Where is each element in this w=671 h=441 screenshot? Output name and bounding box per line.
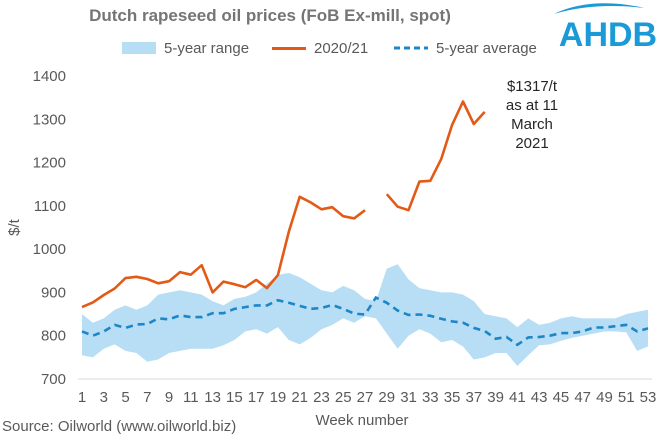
y-axis-title: $/t: [6, 218, 23, 236]
x-tick-label: 19: [270, 389, 287, 406]
y-tick-label: 800: [41, 328, 66, 345]
y-tick-label: 900: [41, 284, 66, 301]
x-tick-label: 47: [574, 389, 591, 406]
x-tick-label: 49: [596, 389, 613, 406]
legend-label-range: 5-year range: [164, 39, 250, 57]
x-tick-label: 13: [204, 389, 221, 406]
y-tick-label: 1100: [34, 198, 66, 215]
legend-swatch-range: [122, 42, 156, 54]
x-tick-label: 25: [335, 389, 352, 406]
legend-label-average: 5-year average: [436, 39, 537, 57]
legend-item-2020-21: 2020/21: [272, 37, 368, 59]
x-tick-label: 43: [531, 389, 548, 406]
x-tick-label: 5: [121, 389, 129, 406]
x-tick-label: 53: [640, 389, 657, 406]
legend-item-range: 5-year range: [122, 37, 249, 59]
x-tick-label: 35: [444, 389, 461, 406]
y-tick-label: 1400: [33, 68, 66, 85]
series-range-band: [82, 264, 648, 366]
x-tick-label: 7: [143, 389, 151, 406]
x-tick-label: 39: [487, 389, 504, 406]
y-tick-label: 1200: [33, 155, 66, 172]
x-tick-label: 11: [183, 389, 199, 406]
x-tick-label: 21: [291, 389, 308, 406]
x-tick-label: 45: [553, 389, 570, 406]
x-tick-label: 17: [248, 389, 265, 406]
logo-swoosh-icon: [554, 3, 644, 14]
x-tick-label: 29: [378, 389, 395, 406]
x-tick-label: 1: [78, 389, 86, 406]
x-tick-label: 51: [618, 389, 635, 406]
price-annotation: $1317/t as at 11 March 2021: [506, 78, 558, 152]
x-tick-label: 27: [357, 389, 374, 406]
annotation-line: as at 11: [506, 97, 558, 114]
legend-item-average: 5-year average: [394, 37, 537, 59]
x-tick-label: 3: [100, 389, 108, 406]
y-tick-label: 1000: [33, 241, 66, 258]
annotation-line: $1317/t: [507, 78, 558, 95]
x-tick-label: 33: [422, 389, 439, 406]
y-tick-label: 1300: [33, 111, 66, 128]
x-tick-label: 9: [165, 389, 173, 406]
x-tick-label: 31: [400, 389, 417, 406]
x-tick-label: 15: [226, 389, 243, 406]
annotation-line: 2021: [515, 135, 548, 152]
annotation-line: March: [511, 116, 553, 133]
legend-swatch-2020-21: [272, 46, 306, 50]
series-line-2020-21: [81, 100, 486, 309]
source-note: Source: Oilworld (www.oilworld.biz): [2, 418, 237, 435]
chart-title: Dutch rapeseed oil prices (FoB Ex-mill, …: [89, 6, 451, 25]
x-tick-label: 23: [313, 389, 330, 406]
y-tick-label: 700: [41, 371, 66, 388]
series-line-5-year-average: [81, 295, 649, 347]
legend-swatch-average: [394, 46, 428, 50]
chart-legend: 5-year range 2020/21 5-year average: [0, 37, 671, 59]
legend-label-2020-21: 2020/21: [314, 39, 369, 57]
x-axis-title: Week number: [315, 412, 408, 429]
ahdb-logo: AHDB: [554, 3, 657, 54]
x-tick-label: 41: [509, 389, 526, 406]
logo-text: AHDB: [559, 16, 657, 54]
x-tick-label: 37: [466, 389, 483, 406]
